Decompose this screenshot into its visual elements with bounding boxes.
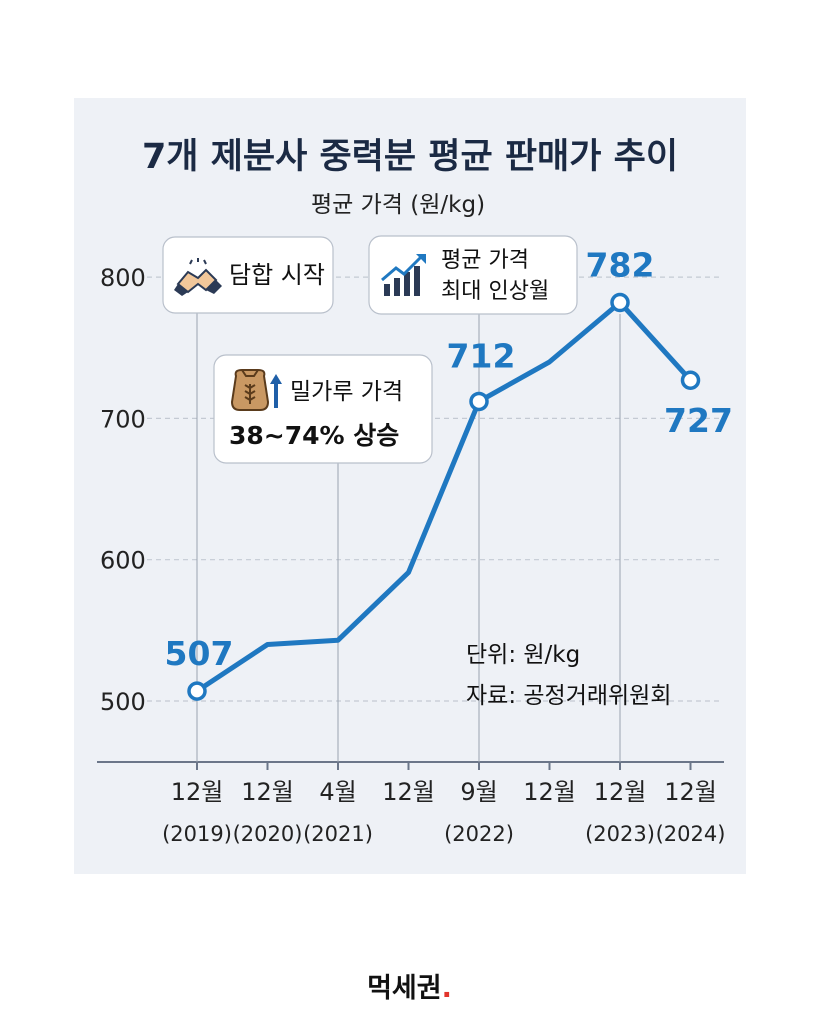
series-line [187,292,701,701]
max-increase-callout-line2: 최대 인상월 [441,279,549,304]
y-tick-label: 700 [100,405,146,433]
x-tick-label-month: 12월 [664,778,717,806]
x-tick-label-year: (2019) [162,822,232,846]
collusion-callout: 담합 시작 [162,236,334,314]
series-line-path [194,300,693,694]
x-tick-label-month: 12월 [523,778,576,806]
annotation-guides [196,300,621,762]
x-tick-label-year: (2023) [585,822,655,846]
y-tick-label: 500 [100,688,146,716]
x-axis: 12월 (2019) 12월 (2020) 4월 (2021) 12월 9월 (2022) 12월… [97,761,726,846]
chart-card [74,98,746,874]
data-point-marker [680,370,701,390]
data-label: 712 [447,336,516,375]
x-tick-label-year: (2022) [444,822,514,846]
chart-title: 7개 제분사 중력분 평균 판매가 추이 [142,137,678,177]
x-tick-label-month: 12월 [241,778,294,806]
y-tick-label: 800 [100,264,146,292]
wheat-callout-line1: 밀가루 가격 [290,379,403,405]
max-increase-callout: 평균 가격 최대 인상월 [368,235,578,315]
y-axis-label: 평균 가격 (원/kg) [311,192,485,218]
brand-logo: 먹세권. [0,966,819,1005]
x-tick-label-year: (2024) [656,822,726,846]
x-tick-label-year: (2020) [233,822,303,846]
collusion-callout-text: 담합 시작 [229,261,325,289]
wheat-sack-up-icon [230,369,282,411]
data-label: 782 [586,246,655,285]
brand-name: 먹세권 [367,973,442,1004]
gridlines [147,276,722,702]
x-tick-label-month: 12월 [594,778,647,806]
x-tick-label-month: 9월 [460,778,497,806]
data-point-marker [469,391,489,412]
data-labels: 507 712 782 727 [165,246,733,674]
data-label: 727 [664,401,733,440]
data-point-marker [187,681,207,701]
data-point-marker [610,292,630,313]
unit-note: 단위: 원/kg [466,642,580,668]
brand-dot: . [441,973,452,1004]
rising-bar-chart-icon [381,254,426,296]
x-tick-label-year: (2021) [303,822,373,846]
data-label: 507 [165,634,234,673]
source-note: 자료: 공정거래위원회 [466,683,672,709]
y-tick-label: 600 [100,547,146,575]
x-tick-label-month: 12월 [171,778,224,806]
wheat-callout-line2: 38~74% 상승 [229,421,399,450]
wheat-callout: 밀가루 가격 38~74% 상승 [213,354,433,464]
x-tick-label-month: 12월 [382,778,435,806]
x-tick-label-month: 4월 [319,778,356,806]
handshake-icon [174,258,222,296]
max-increase-callout-line1: 평균 가격 [441,248,529,273]
y-axis: 500 600 700 800 [100,264,146,716]
